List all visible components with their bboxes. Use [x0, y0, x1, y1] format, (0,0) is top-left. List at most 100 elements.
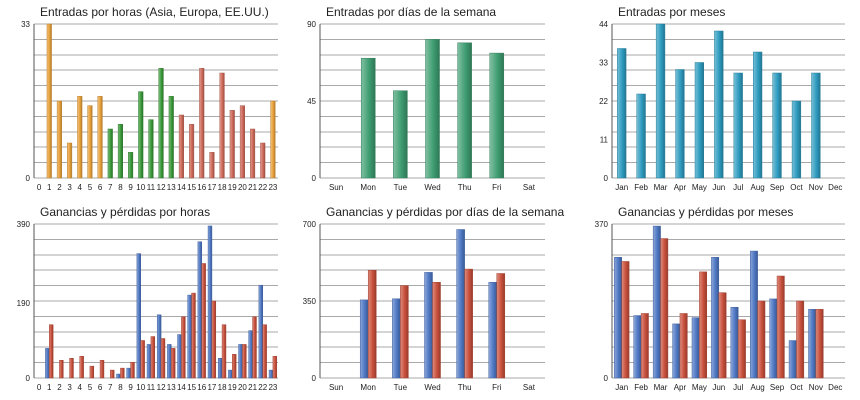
y-tick-label: 0: [312, 174, 317, 183]
x-tick-label: 7: [108, 183, 113, 192]
y-tick-label: 190: [17, 299, 31, 308]
x-tick-label: 1: [47, 383, 52, 392]
bar: [197, 241, 203, 379]
y-tick-label: 0: [604, 174, 609, 183]
y-tick-label: 22: [599, 97, 608, 106]
bar: [158, 68, 164, 179]
y-tick-label: 0: [604, 374, 609, 383]
bar: [238, 344, 243, 379]
x-tick-label: 14: [177, 183, 186, 192]
bar: [367, 269, 377, 379]
x-tick-label: Tue: [394, 383, 408, 392]
bar: [46, 23, 52, 179]
bar: [776, 275, 785, 379]
bar: [675, 69, 685, 179]
bar: [228, 369, 233, 379]
bar: [168, 96, 174, 179]
bar: [242, 344, 247, 379]
bar: [239, 105, 245, 179]
y-tick-label: 0: [26, 374, 31, 383]
bar: [178, 114, 184, 179]
bar: [211, 300, 217, 379]
bar: [737, 319, 746, 379]
x-tick-label: Dec: [828, 183, 842, 192]
bar: [232, 354, 237, 379]
bar: [733, 72, 743, 179]
y-tick-label: 350: [303, 297, 317, 306]
bar: [199, 68, 205, 179]
bar: [699, 271, 708, 379]
y-tick-label: 370: [595, 220, 609, 229]
bar: [97, 96, 103, 179]
bar: [69, 358, 74, 379]
x-tick-label: Wed: [424, 183, 440, 192]
bar: [464, 268, 473, 379]
x-tick-label: Jan: [615, 383, 628, 392]
x-tick-label: May: [692, 183, 707, 192]
x-tick-label: Oct: [790, 183, 803, 192]
x-tick-label: 17: [207, 183, 216, 192]
bar: [181, 316, 186, 379]
x-tick-label: Nov: [809, 383, 823, 392]
bar: [258, 284, 263, 379]
bar: [617, 48, 627, 179]
x-tick-label: 4: [78, 183, 83, 192]
x-tick-label: 17: [207, 383, 216, 392]
bar: [221, 324, 227, 379]
chart-6: Ganancias y pérdidas por meses 0 370 Jan Feb…: [595, 205, 845, 392]
bar: [718, 292, 727, 379]
bar: [49, 324, 54, 379]
x-tick-label: 16: [197, 383, 206, 392]
bar: [207, 225, 213, 379]
bar: [694, 62, 704, 179]
x-tick-label: 22: [258, 383, 267, 392]
bar: [655, 23, 666, 179]
x-tick-label: 15: [187, 383, 196, 392]
bar: [614, 257, 622, 379]
x-tick-label: Oct: [790, 383, 803, 392]
bar: [117, 124, 123, 179]
x-tick-label: Jun: [712, 383, 725, 392]
bar: [67, 142, 73, 179]
bar: [672, 323, 681, 379]
bar: [621, 261, 630, 379]
x-tick-label: 12: [157, 383, 166, 392]
bar: [146, 344, 152, 379]
bar: [432, 282, 441, 379]
bar: [126, 367, 131, 379]
x-tick-label: Thu: [458, 183, 472, 192]
bar: [56, 100, 62, 179]
chart-5: Ganancias y pérdidas por días de la sema…: [303, 205, 565, 392]
bar: [219, 72, 225, 179]
x-tick-label: 20: [238, 183, 247, 192]
x-tick-label: 11: [147, 183, 156, 192]
x-tick-label: Mar: [654, 183, 668, 192]
x-tick-label: Aug: [751, 183, 765, 192]
y-tick-label: 44: [599, 20, 608, 29]
bar: [260, 142, 266, 179]
y-tick-label: 33: [21, 20, 30, 29]
bar: [171, 348, 176, 379]
x-tick-label: Jan: [615, 183, 628, 192]
x-tick-label: 18: [218, 183, 227, 192]
bar: [167, 344, 172, 379]
bar: [456, 229, 465, 379]
bar: [89, 365, 95, 379]
x-tick-label: Tue: [394, 183, 408, 192]
bar: [660, 238, 669, 379]
y-tick-label: 45: [307, 97, 316, 106]
bar: [136, 253, 142, 379]
bar: [110, 369, 115, 379]
x-tick-label: Apr: [674, 183, 687, 192]
y-tick-label: 0: [312, 374, 317, 383]
bar: [156, 314, 162, 379]
bar: [496, 273, 506, 379]
x-tick-label: 23: [268, 183, 277, 192]
bar: [679, 313, 688, 379]
x-tick-label: 21: [248, 383, 257, 392]
x-tick-label: 6: [98, 183, 103, 192]
x-tick-label: 20: [238, 383, 247, 392]
x-tick-label: Mon: [360, 383, 376, 392]
bar: [150, 336, 156, 379]
